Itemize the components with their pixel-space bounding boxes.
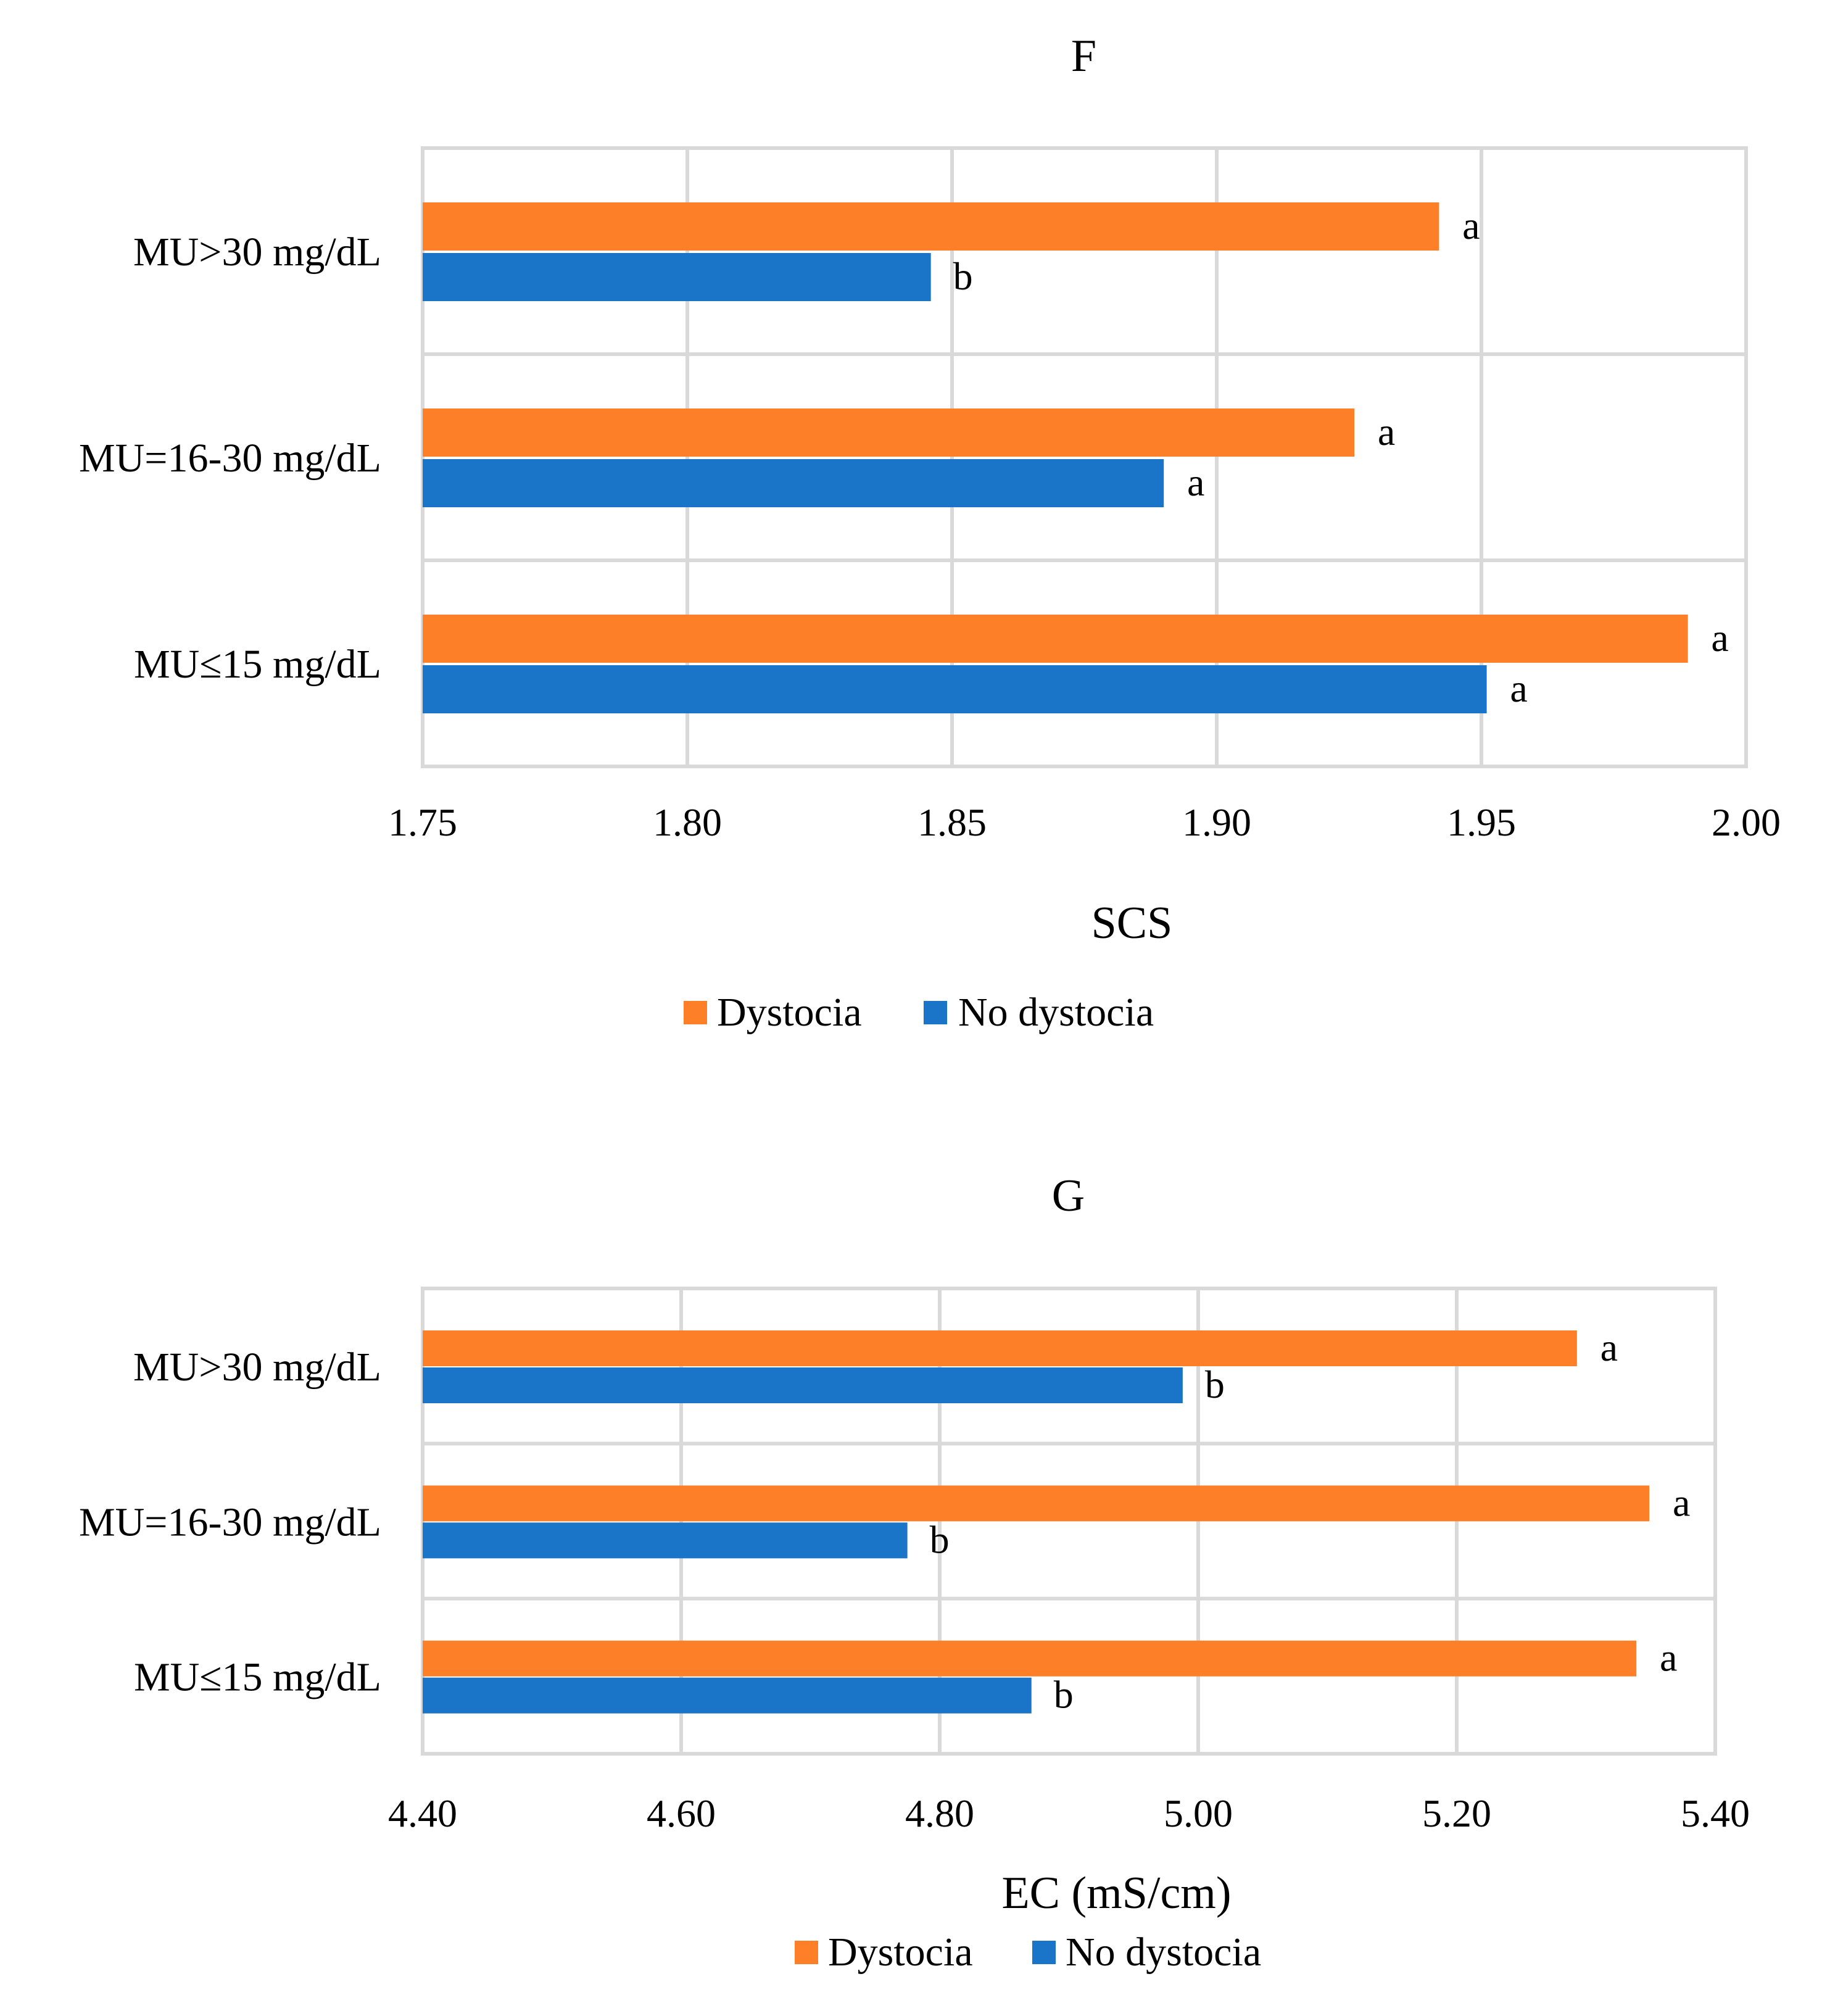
bar-dystocia (423, 202, 1439, 251)
legend-swatch (795, 1941, 818, 1964)
x-tick-label: 4.60 (647, 1791, 716, 1835)
x-tick-label: 5.20 (1422, 1791, 1491, 1835)
legend-swatch (1032, 1941, 1056, 1964)
bar-no-dystocia (423, 1522, 908, 1559)
chart-title: F (1071, 31, 1096, 81)
chart-f: F 1.75 1.80 1.85 1.90 1.95 2.00 MU>30 mg/dL a b MU… (79, 31, 1781, 1035)
significance-letter: a (1510, 666, 1527, 710)
legend-label: No dystocia (1066, 1930, 1261, 1975)
x-axis-label: SCS (1091, 898, 1173, 948)
category-label: MU=16-30 mg/dL (79, 436, 381, 481)
category-label: MU>30 mg/dL (133, 1345, 381, 1390)
significance-letter: a (1711, 616, 1728, 660)
x-tick-label: 5.00 (1164, 1791, 1233, 1835)
significance-letter: a (1462, 204, 1480, 247)
category-label: MU≤15 mg/dL (134, 642, 381, 687)
legend-label: No dystocia (958, 990, 1154, 1035)
category-label: MU>30 mg/dL (133, 230, 381, 275)
significance-letter: a (1187, 460, 1204, 504)
bar-dystocia (423, 409, 1355, 457)
significance-letter: a (1660, 1636, 1677, 1680)
bar-dystocia (423, 1330, 1577, 1366)
legend: Dystocia No dystocia (795, 1930, 1261, 1975)
legend-label: Dystocia (717, 990, 862, 1035)
bar-dystocia (423, 1640, 1637, 1677)
x-tick-label: 1.80 (653, 800, 722, 844)
bar-no-dystocia (423, 665, 1487, 713)
chart-title: G (1052, 1171, 1085, 1221)
plot-area-border (421, 146, 1748, 768)
x-axis-label: EC (mS/cm) (1001, 1868, 1231, 1919)
bar-no-dystocia (423, 1367, 1183, 1403)
legend-swatch (924, 1001, 947, 1024)
legend-swatch (684, 1001, 707, 1024)
bar-no-dystocia (423, 253, 931, 301)
bar-no-dystocia (423, 459, 1164, 507)
significance-letter: a (1378, 410, 1395, 454)
significance-letter: b (1205, 1363, 1225, 1406)
x-tick-label: 5.40 (1681, 1791, 1750, 1835)
significance-letter: b (930, 1517, 950, 1561)
legend-label: Dystocia (828, 1930, 973, 1975)
x-tick-label: 4.40 (388, 1791, 457, 1835)
significance-letter: a (1673, 1480, 1690, 1524)
x-tick-label: 2.00 (1712, 800, 1781, 844)
bar-no-dystocia (423, 1677, 1032, 1714)
legend: Dystocia No dystocia (684, 990, 1154, 1035)
x-tick-label: 1.75 (388, 800, 457, 844)
x-tick-label: 1.90 (1182, 800, 1251, 844)
x-tick-label: 1.85 (917, 800, 987, 844)
x-tick-label: 1.95 (1447, 800, 1516, 844)
significance-letter: a (1600, 1325, 1618, 1369)
bar-dystocia (423, 1485, 1650, 1522)
chart-g: G 4.40 4.60 4.80 5.00 5.20 5.40 MU>30 mg/dL a b MU… (79, 1171, 1750, 1975)
category-label: MU=16-30 mg/dL (79, 1500, 381, 1545)
category-label: MU≤15 mg/dL (134, 1655, 381, 1700)
significance-letter: b (1054, 1673, 1074, 1717)
bar-dystocia (423, 615, 1688, 663)
x-tick-label: 4.80 (905, 1791, 974, 1835)
significance-letter: b (953, 254, 973, 298)
